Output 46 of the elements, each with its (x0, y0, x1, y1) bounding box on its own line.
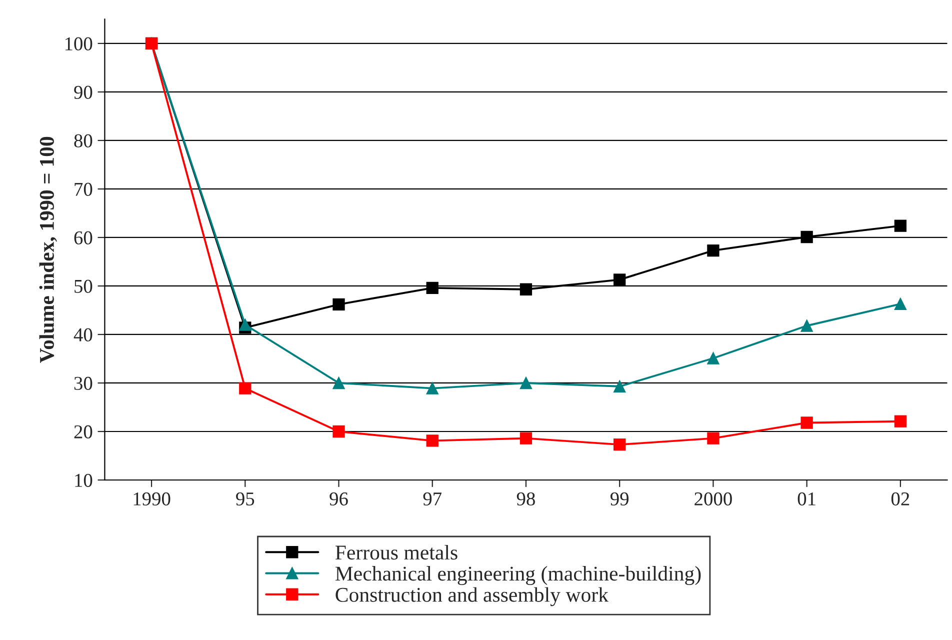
point (520, 376, 532, 390)
legend-label: Mechanical engineering (machine-building) (335, 566, 701, 586)
point (707, 432, 720, 444)
point (800, 320, 813, 332)
x-tick-label: 99 (610, 492, 629, 506)
y-axis-title: Volume index, 1990 = 100 (39, 136, 57, 363)
point (239, 382, 252, 394)
x-tick-label: 96 (330, 492, 348, 506)
point (332, 425, 345, 438)
y-tick-label: 70 (74, 182, 92, 196)
point (614, 380, 626, 392)
x-tick-label: 01 (798, 492, 816, 506)
x-tick-label: 1990 (134, 492, 170, 506)
point (426, 434, 438, 447)
x-tick-label: 2000 (694, 492, 732, 506)
y-tick-label: 10 (75, 474, 92, 487)
legend-label: Ferrous metals (335, 544, 458, 560)
point (332, 298, 345, 310)
point (426, 282, 438, 294)
x-tick-label: 02 (891, 492, 910, 506)
point (707, 352, 720, 364)
point (614, 438, 626, 451)
y-tick-label: 80 (74, 134, 92, 148)
point (707, 244, 720, 257)
point (520, 283, 532, 296)
legend-label: Construction and assembly work (336, 587, 609, 606)
y-tick-label: 50 (74, 280, 92, 293)
point (800, 230, 813, 244)
point (426, 382, 438, 394)
y-tick-label: 30 (74, 376, 92, 390)
point (894, 220, 907, 232)
point (614, 274, 626, 286)
x-tick-label: 98 (516, 492, 535, 506)
y-tick-label: 60 (74, 231, 92, 244)
point (894, 415, 907, 428)
x-tick-label: 95 (236, 492, 254, 506)
point (520, 432, 532, 444)
point (894, 298, 907, 310)
y-tick-label: 100 (65, 37, 92, 50)
point (800, 416, 813, 429)
point (332, 376, 345, 390)
y-tick-label: 90 (74, 86, 92, 99)
y-tick-label: 40 (74, 328, 92, 342)
x-tick-label: 97 (423, 492, 442, 506)
y-tick-label: 20 (74, 425, 92, 438)
point (239, 318, 252, 331)
